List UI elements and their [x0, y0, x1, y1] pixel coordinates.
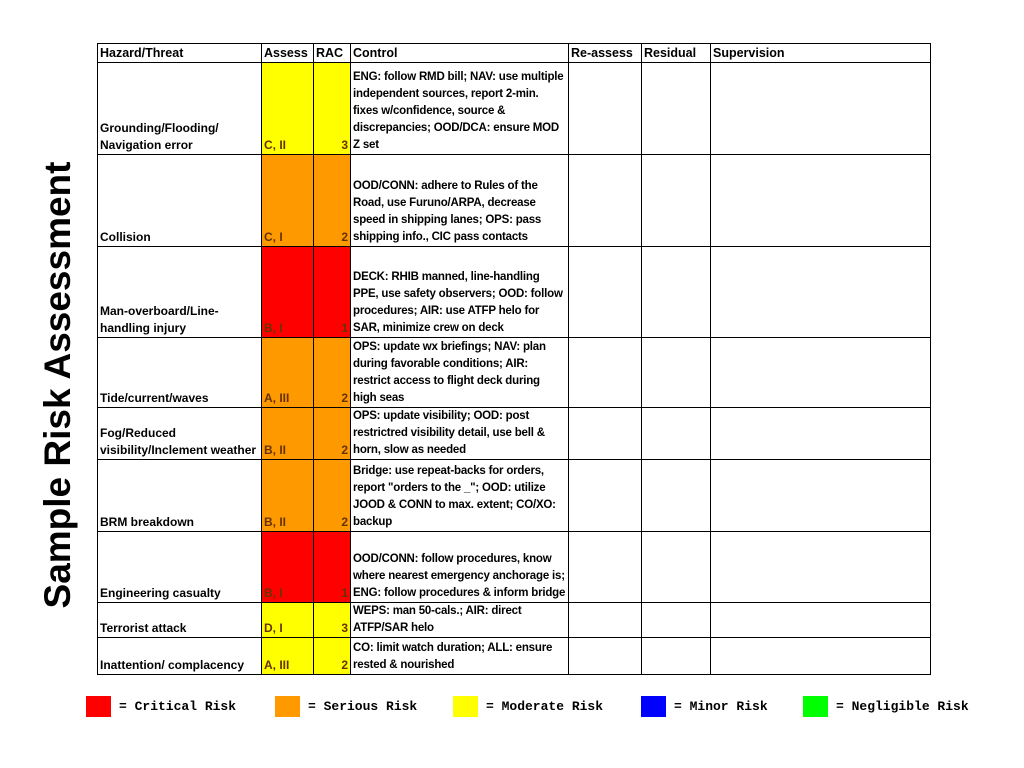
column-header: Control [350, 43, 569, 63]
column-header: Hazard/Threat [97, 43, 262, 63]
legend-swatch [275, 696, 300, 717]
table-row: Engineering casualty B, I 1 OOD/CONN: follo… [97, 531, 931, 603]
rac-cell: 3 [313, 602, 351, 638]
assess-cell: B, I [261, 246, 314, 338]
hazard-cell: BRM breakdown [97, 459, 262, 532]
control-cell: DECK: RHIB manned, line-handling PPE, us… [350, 246, 569, 338]
legend-swatch [86, 696, 111, 717]
legend-label: = Minor Risk [674, 699, 768, 714]
hazard-cell: Inattention/ complacency [97, 637, 262, 675]
control-cell: OOD/CONN: follow procedures, know where … [350, 531, 569, 603]
control-cell: WEPS: man 50-cals.; AIR: direct ATFP/SAR… [350, 602, 569, 638]
legend-label: = Serious Risk [308, 699, 418, 714]
reassess-cell [568, 246, 642, 338]
residual-cell [641, 154, 711, 247]
legend-item: = Serious Risk [275, 696, 417, 717]
supervision-cell [710, 637, 931, 675]
reassess-cell [568, 602, 642, 638]
rac-cell: 2 [313, 154, 351, 247]
reassess-cell [568, 407, 642, 460]
supervision-cell [710, 337, 931, 408]
reassess-cell [568, 62, 642, 155]
legend-item: = Minor Risk [641, 696, 768, 717]
reassess-cell [568, 637, 642, 675]
supervision-cell [710, 459, 931, 532]
residual-cell [641, 637, 711, 675]
rac-cell: 3 [313, 62, 351, 155]
supervision-cell [710, 154, 931, 247]
page-title: Sample Risk Assessment [37, 161, 78, 609]
table-row: BRM breakdown B, II 2 Bridge: use repeat-ba… [97, 459, 931, 532]
supervision-cell [710, 531, 931, 603]
control-cell: CO: limit watch duration; ALL: ensure re… [350, 637, 569, 675]
rac-cell: 2 [313, 337, 351, 408]
header-row: Hazard/Threat Assess RAC Control Re-assess Re… [97, 43, 931, 63]
column-header: RAC [313, 43, 351, 63]
hazard-cell: Terrorist attack [97, 602, 262, 638]
table-row: Collision C, I 2 OOD/CONN: adhere to Rules … [97, 154, 931, 247]
assess-cell: A, III [261, 637, 314, 675]
rac-cell: 2 [313, 459, 351, 532]
column-header: Re-assess [568, 43, 642, 63]
rac-cell: 1 [313, 246, 351, 338]
table-row: Grounding/Flooding/ Navigation error C, I… [97, 62, 931, 155]
assess-cell: A, III [261, 337, 314, 408]
hazard-cell: Collision [97, 154, 262, 247]
control-cell: OPS: update wx briefings; NAV: plan duri… [350, 337, 569, 408]
supervision-cell [710, 407, 931, 460]
control-cell: Bridge: use repeat-backs for orders, rep… [350, 459, 569, 532]
legend-label: = Moderate Risk [486, 699, 604, 714]
rac-cell: 1 [313, 531, 351, 603]
residual-cell [641, 531, 711, 603]
residual-cell [641, 407, 711, 460]
column-header: Assess [261, 43, 314, 63]
legend: = Critical Risk = Serious Risk = Moderate … [0, 696, 1024, 720]
hazard-cell: Fog/Reduced visibility/Inclement weather [97, 407, 262, 460]
assess-cell: B, II [261, 459, 314, 532]
supervision-cell [710, 62, 931, 155]
supervision-cell [710, 602, 931, 638]
hazard-cell: Tide/current/waves [97, 337, 262, 408]
assess-cell: C, I [261, 154, 314, 247]
legend-item: = Moderate Risk [453, 696, 603, 717]
assess-cell: C, II [261, 62, 314, 155]
control-cell: OOD/CONN: adhere to Rules of the Road, u… [350, 154, 569, 247]
residual-cell [641, 246, 711, 338]
legend-label: = Negligible Risk [836, 699, 969, 714]
reassess-cell [568, 337, 642, 408]
supervision-cell [710, 246, 931, 338]
assess-cell: D, I [261, 602, 314, 638]
legend-swatch [803, 696, 828, 717]
residual-cell [641, 459, 711, 532]
control-cell: OPS: update visibility; OOD: post restri… [350, 407, 569, 460]
assess-cell: B, I [261, 531, 314, 603]
residual-cell [641, 337, 711, 408]
residual-cell [641, 602, 711, 638]
table-row: Tide/current/waves A, III 2 OPS: update wx … [97, 337, 931, 408]
reassess-cell [568, 459, 642, 532]
residual-cell [641, 62, 711, 155]
risk-table: Hazard/Threat Assess RAC Control Re-assess Re… [97, 43, 931, 675]
reassess-cell [568, 154, 642, 247]
hazard-cell: Engineering casualty [97, 531, 262, 603]
table-row: Fog/Reduced visibility/Inclement weather… [97, 407, 931, 460]
rac-cell: 2 [313, 637, 351, 675]
legend-item: = Critical Risk [86, 696, 236, 717]
table-row: Inattention/ complacency A, III 2 CO: limit… [97, 637, 931, 675]
hazard-cell: Grounding/Flooding/ Navigation error [97, 62, 262, 155]
legend-label: = Critical Risk [119, 699, 237, 714]
rac-cell: 2 [313, 407, 351, 460]
legend-swatch [453, 696, 478, 717]
control-cell: ENG: follow RMD bill; NAV: use multiple … [350, 62, 569, 155]
column-header: Residual [641, 43, 711, 63]
hazard-cell: Man-overboard/Line-handling injury [97, 246, 262, 338]
legend-swatch [641, 696, 666, 717]
legend-item: = Negligible Risk [803, 696, 969, 717]
table-row: Terrorist attack D, I 3 WEPS: man 50-cals.;… [97, 602, 931, 638]
reassess-cell [568, 531, 642, 603]
assess-cell: B, II [261, 407, 314, 460]
column-header: Supervision [710, 43, 931, 63]
